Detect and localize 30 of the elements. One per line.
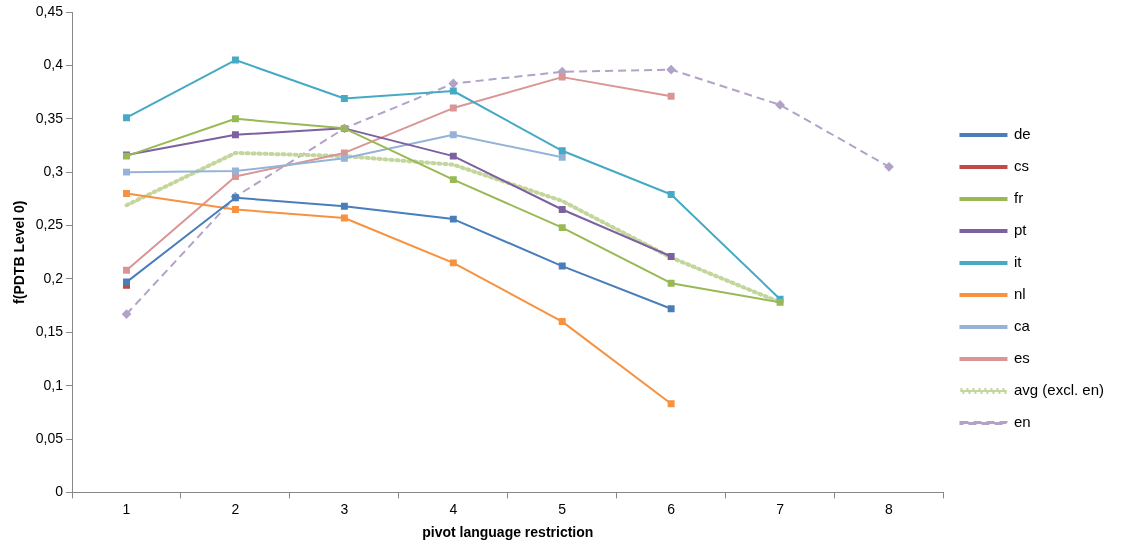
legend-label: fr <box>1013 189 1024 207</box>
y-tick-label: 0,3 <box>43 162 64 179</box>
y-tick-label: 0,25 <box>35 216 64 233</box>
legend-label: cs <box>1013 157 1029 175</box>
x-tick-label: 8 <box>885 500 894 517</box>
x-tick-label: 4 <box>449 500 458 517</box>
y-tick-label: 0,4 <box>43 56 64 73</box>
y-tick-label: 0,45 <box>35 2 64 19</box>
y-tick-label: 0,15 <box>35 323 64 340</box>
x-tick-label: 2 <box>231 500 240 517</box>
y-tick-label: 0 <box>55 483 64 500</box>
y-axis-title: f(PDTB Level 0) <box>11 200 28 304</box>
y-tick-label: 0,05 <box>35 429 64 446</box>
legend-label: pt <box>1013 221 1028 239</box>
x-tick-label: 5 <box>558 500 567 517</box>
x-axis-title: pivot language restriction <box>422 524 594 541</box>
x-tick-label: 7 <box>776 500 785 517</box>
x-tick-label: 3 <box>340 500 349 517</box>
y-tick-label: 0,2 <box>43 269 64 286</box>
x-tick-label: 6 <box>667 500 676 517</box>
y-tick-label: 0,1 <box>43 376 64 393</box>
legend-label: avg (excl. en) <box>1013 381 1105 399</box>
legend-label: it <box>1013 253 1023 271</box>
x-tick-label: 1 <box>122 500 131 517</box>
legend-label: en <box>1013 413 1031 431</box>
y-tick-label: 0,35 <box>35 109 64 126</box>
legend-label: nl <box>1013 285 1026 303</box>
legend-label: ca <box>1013 317 1031 335</box>
legend-label: es <box>1013 349 1030 367</box>
legend-label: de <box>1013 125 1031 143</box>
